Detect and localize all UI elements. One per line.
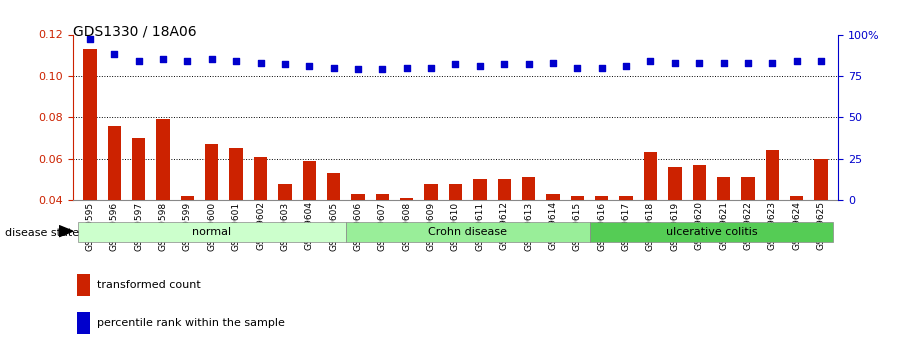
Bar <box>278 184 292 283</box>
Point <box>253 60 268 66</box>
Bar <box>352 194 364 283</box>
Point <box>619 63 633 69</box>
Point <box>326 65 341 70</box>
Point <box>521 61 536 67</box>
Text: disease state: disease state <box>5 228 78 238</box>
Bar <box>230 148 243 283</box>
Bar <box>497 179 511 283</box>
Point <box>716 60 731 66</box>
FancyBboxPatch shape <box>346 222 589 242</box>
Point <box>399 65 414 70</box>
Point <box>180 58 195 64</box>
Point <box>448 61 463 67</box>
Point <box>546 60 560 66</box>
Point <box>107 52 121 57</box>
Point <box>692 60 707 66</box>
Bar <box>692 165 706 283</box>
Point <box>473 63 487 69</box>
Bar <box>77 274 90 296</box>
Bar <box>205 144 219 283</box>
Point <box>131 58 146 64</box>
Bar <box>254 157 267 283</box>
Point <box>790 58 804 64</box>
Bar <box>668 167 681 283</box>
Bar <box>132 138 146 283</box>
Bar <box>327 173 341 283</box>
Bar <box>547 194 559 283</box>
Point <box>83 37 97 42</box>
Point <box>814 58 828 64</box>
Point <box>741 60 755 66</box>
Bar <box>790 196 804 283</box>
Point <box>595 65 609 70</box>
Bar <box>425 184 438 283</box>
Bar <box>375 194 389 283</box>
Bar <box>644 152 657 283</box>
FancyBboxPatch shape <box>589 222 834 242</box>
Bar <box>742 177 754 283</box>
Point <box>204 57 219 62</box>
Bar <box>180 196 194 283</box>
Bar <box>814 159 828 283</box>
Bar <box>83 49 97 283</box>
Text: ulcerative colitis: ulcerative colitis <box>666 227 757 237</box>
Text: normal: normal <box>192 227 231 237</box>
Point <box>570 65 585 70</box>
Text: transformed count: transformed count <box>97 280 201 290</box>
Text: GDS1330 / 18A06: GDS1330 / 18A06 <box>73 24 197 38</box>
Bar <box>400 198 414 283</box>
Bar <box>107 126 121 283</box>
Point <box>765 60 780 66</box>
Point <box>156 57 170 62</box>
Bar <box>595 196 609 283</box>
Point <box>278 61 292 67</box>
Bar <box>619 196 633 283</box>
Bar <box>77 312 90 334</box>
Text: percentile rank within the sample: percentile rank within the sample <box>97 318 285 328</box>
Point <box>229 58 243 64</box>
Point <box>424 65 438 70</box>
Polygon shape <box>59 226 73 237</box>
Bar <box>765 150 779 283</box>
Point <box>668 60 682 66</box>
Bar <box>473 179 486 283</box>
Bar <box>449 184 462 283</box>
Point <box>351 67 365 72</box>
Point <box>375 67 390 72</box>
Bar <box>570 196 584 283</box>
Bar <box>302 161 316 283</box>
Point <box>643 58 658 64</box>
Text: Crohn disease: Crohn disease <box>428 227 507 237</box>
Bar <box>522 177 536 283</box>
Point <box>302 63 316 69</box>
Bar <box>717 177 731 283</box>
Point <box>497 61 512 67</box>
Bar <box>157 119 169 283</box>
FancyBboxPatch shape <box>77 222 346 242</box>
